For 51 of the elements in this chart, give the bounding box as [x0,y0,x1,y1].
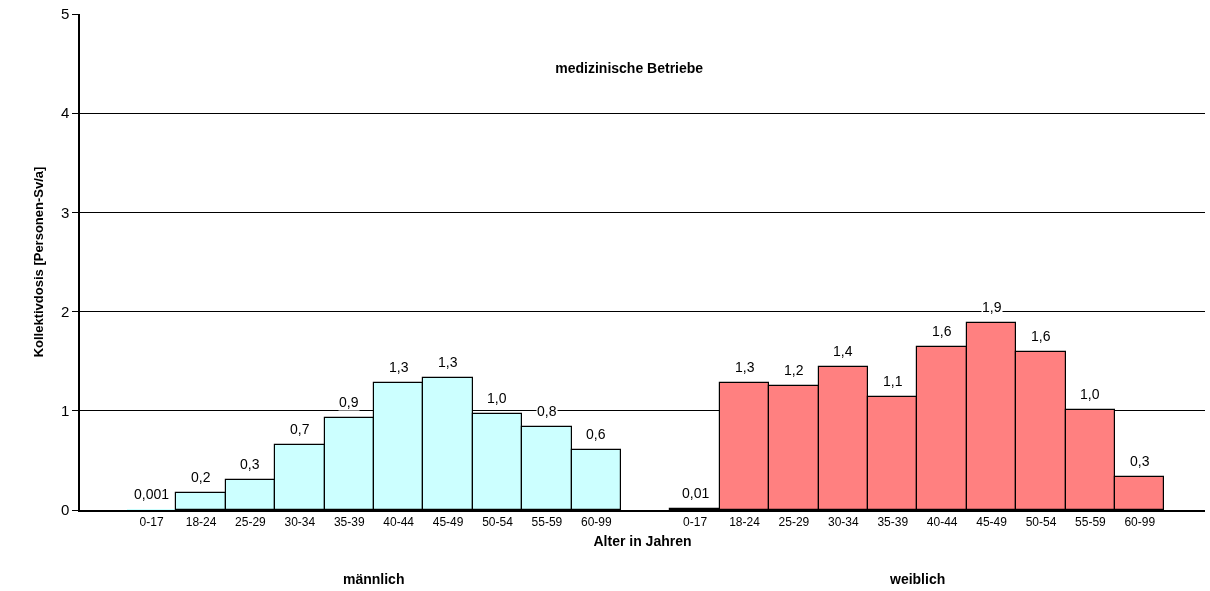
data-label: 0,3 [240,456,260,472]
data-label: 1,6 [1031,328,1051,344]
data-label: 1,2 [784,362,804,378]
text: medizinische Betriebe [555,59,704,76]
x-tick-label: 55-59 [531,515,563,530]
y-axis-title: Kollektivdosis [Personen-Sv/a] [31,166,47,358]
data-label: 1,0 [1080,386,1100,402]
data-label: 0,01 [682,485,710,501]
x-tick-label: 45-49 [432,515,464,530]
data-label: 1,1 [883,373,903,389]
data-label: 1,6 [932,323,952,339]
x-tick-label: 25-29 [778,515,810,530]
x-tick-label: 0-17 [139,515,164,530]
y-tick-label: 4 [60,104,70,122]
data-label: 1,4 [833,343,853,359]
x-tick-label: 60-99 [580,515,612,530]
x-tick-label: 18-24 [185,515,217,530]
data-label: 0,9 [339,394,359,410]
data-label: 0,3 [1130,453,1150,469]
x-tick-label: 25-29 [235,515,267,530]
data-label: 1,9 [982,299,1002,315]
data-label: 0,2 [191,469,211,485]
data-label: 1,0 [487,390,507,406]
data-label: 1,3 [438,354,458,370]
x-tick-label: 40-44 [383,515,415,530]
y-tick-label: 5 [60,5,70,23]
x-tick-label: 18-24 [729,515,761,530]
x-axis-title: Alter in Jahren [593,532,692,549]
x-tick-label: 45-49 [976,515,1008,530]
x-tick-label: 30-34 [827,515,860,530]
data-label: 0,8 [537,403,557,419]
data-label: 1,3 [389,359,409,375]
data-label: 0,001 [134,486,170,502]
x-tick-label: 55-59 [1075,515,1107,530]
data-label: 0,7 [290,421,310,437]
x-tick-label: 30-34 [284,515,316,530]
y-tick-label: 0 [60,501,70,519]
text: männlich [343,571,405,587]
x-tick-label: 40-44 [926,515,958,530]
x-tick-label: 35-39 [333,515,365,530]
y-tick-label: 2 [60,302,70,320]
y-tick-label: 1 [60,402,70,420]
x-tick-label: 50-54 [1025,515,1057,530]
data-label: 1,3 [735,359,755,375]
data-label: 0,6 [586,426,606,442]
x-tick-label: 35-39 [877,515,909,530]
text: weiblich [889,571,946,587]
x-tick-label: 50-54 [482,515,514,530]
x-tick-label: 60-99 [1124,515,1156,530]
x-tick-label: 0-17 [683,515,708,530]
y-tick-label: 3 [60,203,70,221]
